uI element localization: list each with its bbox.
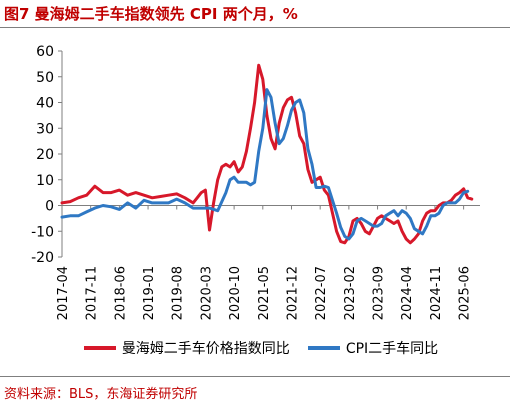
x-tick-label: 2020-10 bbox=[228, 266, 243, 320]
source-divider bbox=[0, 376, 510, 377]
legend-item-cpi: CPI二手车同比 bbox=[307, 338, 439, 358]
x-tick-label: 2024-04 bbox=[400, 266, 415, 320]
y-tick-label: -20 bbox=[31, 250, 54, 266]
y-tick-label: 30 bbox=[36, 121, 54, 137]
legend-swatch-mannheim bbox=[83, 346, 116, 350]
x-tick-label: 2017-04 bbox=[56, 266, 71, 320]
source-note: 资料来源：BLS，东海证券研究所 bbox=[4, 387, 198, 402]
legend-label-cpi: CPI二手车同比 bbox=[345, 341, 439, 357]
y-tick-label: 0 bbox=[45, 199, 54, 215]
x-tick-label: 2018-06 bbox=[113, 266, 128, 320]
y-tick-label: 10 bbox=[36, 173, 54, 189]
title-divider bbox=[0, 27, 510, 28]
x-tick-label: 2020-03 bbox=[199, 266, 214, 320]
y-tick-label: 20 bbox=[36, 147, 54, 163]
x-tick-label: 2019-08 bbox=[171, 266, 186, 320]
legend-swatch-cpi bbox=[307, 346, 340, 350]
series-line-cpi bbox=[60, 88, 470, 241]
series-line-mannheim bbox=[60, 63, 474, 245]
y-tick-label: 60 bbox=[36, 44, 54, 60]
x-tick-label: 2017-11 bbox=[85, 266, 100, 320]
x-tick-label: 2024-11 bbox=[429, 266, 444, 320]
y-tick-label: 40 bbox=[36, 96, 54, 112]
y-tick-label: -10 bbox=[31, 224, 54, 240]
x-tick-label: 2021-12 bbox=[285, 266, 300, 320]
series-layer bbox=[60, 63, 474, 245]
x-axis: 2017-04 2017-11 2018-06 2019-01 2019-08 2020-… bbox=[56, 205, 480, 320]
x-tick-label: 2023-09 bbox=[372, 266, 387, 320]
figure-title: 图7 曼海姆二手车指数领先 CPI 两个月，% bbox=[4, 5, 298, 23]
legend: 曼海姆二手车价格指数同比 CPI二手车同比 bbox=[36, 338, 486, 358]
x-tick-label: 2025-06 bbox=[458, 266, 473, 320]
x-tick-label: 2023-02 bbox=[343, 266, 358, 320]
y-axis: -20 -10 0 10 20 30 40 50 60 bbox=[31, 44, 63, 266]
legend-item-mannheim: 曼海姆二手车价格指数同比 bbox=[83, 338, 290, 358]
legend-label-mannheim: 曼海姆二手车价格指数同比 bbox=[121, 341, 290, 357]
y-tick-label: 50 bbox=[36, 70, 54, 86]
x-tick-label: 2019-01 bbox=[142, 266, 157, 320]
x-tick-label: 2021-05 bbox=[257, 266, 272, 320]
x-tick-label: 2022-07 bbox=[314, 266, 329, 320]
